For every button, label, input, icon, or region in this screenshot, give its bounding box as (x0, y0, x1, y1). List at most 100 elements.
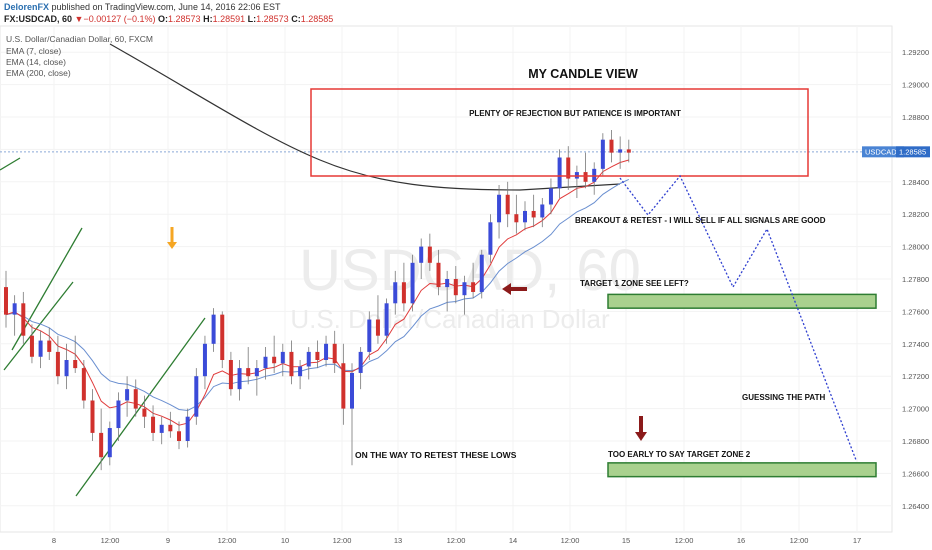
price-tag: USDCAD 1.28585 (862, 146, 930, 158)
y-tick-label: 1.29200 (902, 48, 929, 57)
legend-ema-14[interactable]: EMA (14, close) (6, 57, 66, 67)
price-tag-symbol: USDCAD (865, 148, 897, 157)
candle (471, 262, 476, 299)
candle (73, 335, 78, 373)
candle (254, 360, 259, 396)
orange-arrow-icon[interactable] (167, 227, 177, 249)
close-label: C: (291, 14, 301, 24)
left-arrow-icon[interactable] (502, 283, 527, 295)
published-text: published on TradingView.com, June 14, 2… (49, 2, 281, 12)
candle (228, 351, 233, 396)
candle (159, 416, 164, 445)
candle (272, 335, 277, 373)
y-tick-label: 1.28000 (902, 243, 929, 252)
publisher-line: DelorenFX published on TradingView.com, … (4, 1, 928, 13)
candle (540, 198, 545, 228)
y-tick-label: 1.28400 (902, 178, 929, 187)
open-value: 1.28573 (168, 14, 201, 24)
candle (220, 311, 225, 369)
candle (453, 266, 458, 304)
annotation-title: MY CANDLE VIEW (528, 67, 638, 81)
candle (151, 405, 156, 441)
candle (99, 408, 104, 471)
rejection-box[interactable] (310, 88, 809, 177)
chart-header: DelorenFX published on TradingView.com, … (0, 0, 932, 26)
x-tick-label: 17 (853, 536, 861, 545)
candle (280, 343, 285, 377)
x-tick-label: 10 (281, 536, 289, 545)
candle (445, 270, 450, 312)
x-tick-label: 14 (509, 536, 517, 545)
candle (177, 421, 181, 450)
open-label: O: (158, 14, 169, 24)
candle (609, 129, 614, 163)
x-tick-label: 12:00 (333, 536, 352, 545)
candle (38, 330, 43, 369)
author-link[interactable]: DelorenFX (4, 2, 50, 12)
close-value: 1.28585 (300, 14, 334, 24)
candle (133, 379, 138, 417)
candle (626, 139, 631, 163)
y-tick-label: 1.27800 (902, 275, 929, 284)
annotation-rejection: PLENTY OF REJECTION BUT PATIENCE IS IMPO… (469, 109, 681, 118)
candle (107, 421, 112, 466)
y-tick-label: 1.28200 (902, 210, 929, 219)
candle (168, 411, 173, 438)
trendline[interactable] (75, 317, 206, 497)
y-tick-label: 1.26400 (902, 502, 929, 511)
candle (375, 295, 380, 344)
candle (81, 360, 86, 409)
y-tick-label: 1.27200 (902, 372, 929, 381)
trendline[interactable] (3, 281, 74, 371)
down-arrow-icon[interactable] (635, 416, 647, 441)
projected-path[interactable] (619, 174, 857, 461)
x-tick-label: 16 (737, 536, 745, 545)
legend-ema-200[interactable]: EMA (200, close) (6, 68, 71, 78)
x-tick-label: 9 (166, 536, 170, 545)
ema-200-line (109, 43, 621, 191)
candle (194, 368, 199, 425)
watermark-name: U.S. Dollar/Canadian Dollar (290, 304, 610, 334)
candle (505, 181, 510, 228)
candle (427, 233, 432, 271)
y-tick-label: 1.26600 (902, 469, 929, 478)
x-tick-label: 8 (52, 536, 56, 545)
high-value: 1.28591 (212, 14, 246, 24)
x-tick-label: 15 (622, 536, 630, 545)
candle (401, 262, 406, 312)
change-value: −0.00127 (−0.1%) (83, 14, 156, 24)
candle (557, 149, 562, 198)
candle (315, 340, 320, 369)
annotation-guessing: GUESSING THE PATH (742, 393, 825, 402)
candle (332, 330, 337, 373)
time-axis[interactable]: 8 12:00 9 12:00 10 12:00 13 12:00 14 12:00 15 12:00… (52, 536, 861, 545)
legend-ema-7[interactable]: EMA (7, close) (6, 46, 62, 56)
candle (55, 335, 60, 385)
candle (29, 324, 34, 364)
grid (0, 26, 892, 532)
low-label: L: (247, 14, 257, 24)
high-label: H: (203, 14, 213, 24)
x-tick-label: 12:00 (447, 536, 466, 545)
candle (488, 214, 493, 263)
candle (298, 360, 303, 390)
price-axis[interactable]: 1.292001.290001.288001.286001.284001.282… (902, 48, 929, 511)
candle (410, 254, 415, 312)
candle (306, 347, 311, 380)
candle (583, 152, 588, 189)
annotation-lows: ON THE WAY TO RETEST THESE LOWS (355, 450, 517, 460)
candle (600, 133, 605, 176)
x-tick-label: 12:00 (218, 536, 237, 545)
target-zone-2[interactable] (607, 462, 877, 478)
candle (618, 136, 623, 169)
trendline[interactable] (0, 157, 21, 171)
candle (358, 347, 363, 390)
candle (185, 408, 190, 448)
candle (436, 249, 441, 296)
candle (566, 146, 571, 190)
y-tick-label: 1.28800 (902, 113, 929, 122)
candle (237, 360, 242, 401)
y-tick-label: 1.27600 (902, 307, 929, 316)
target-zone-1[interactable] (607, 293, 877, 309)
